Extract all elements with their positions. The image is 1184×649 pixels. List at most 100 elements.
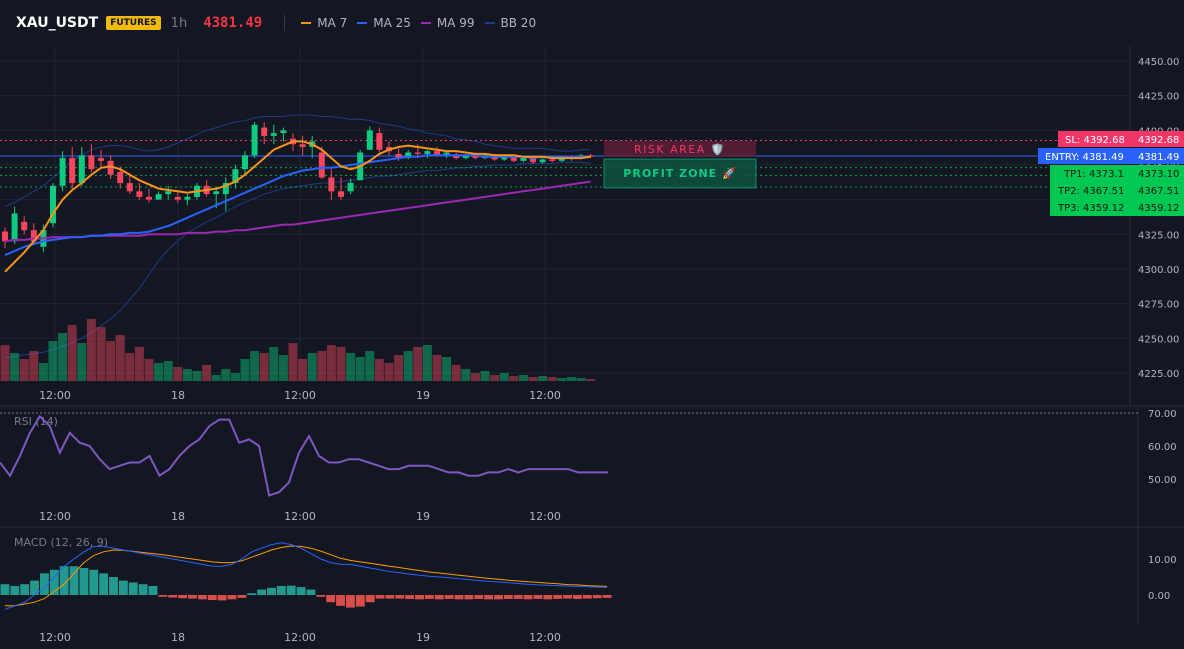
candle-body [30,230,37,242]
candle-body [126,183,133,192]
candle-body [549,159,556,161]
time-tick-label: 12:00 [529,389,561,402]
macd-histogram-bar [59,566,69,595]
ma25-swatch [357,22,368,24]
candle-body [69,158,76,184]
candle-body [107,160,114,175]
macd-histogram-bar [573,595,582,599]
macd-histogram-bar [0,584,10,595]
macd-histogram-bar [454,595,464,600]
macd-histogram-bar [434,595,444,600]
entry-label: ENTRY: 4381.49 [1045,152,1124,163]
time-tick-label: 19 [416,510,430,523]
macd-histogram-bar [306,589,316,595]
volume-bar [259,353,269,381]
level-labels: SL: 4392.68 4392.68 ENTRY: 4381.49 4381.… [1038,131,1184,216]
macd-histogram-bar [118,580,128,595]
legend-ma99[interactable]: MA 99 [420,16,475,30]
legend-bb20[interactable]: BB 20 [484,16,536,30]
candle-body [530,158,536,163]
volume-bar [58,333,68,381]
bb20-swatch [484,22,495,24]
grid-lines [0,46,1184,624]
volume-bar [10,353,20,381]
volume-bar [480,371,490,381]
time-tick-label: 12:00 [284,631,316,644]
macd-histogram-bar [237,595,247,598]
candle-body [558,158,565,161]
volume-bar [230,373,240,381]
macd-histogram-bar [543,595,553,600]
volume-bar [38,363,48,381]
macd-histogram-bar [49,569,59,595]
macd-histogram-bar [405,595,415,599]
macd-histogram-bar [168,595,178,598]
volume-bar [442,357,452,381]
price-tick-label: 4250.00 [1138,334,1179,345]
macd-histogram-bar [247,593,257,595]
bb-lower-line [4,161,591,359]
volume-bar [134,347,144,381]
macd-histogram-bar [138,584,148,595]
macd-histogram-bar [20,584,30,595]
volume-bar [29,351,39,381]
chart-header: XAU_USDT FUTURES 1h 4381.49 MA 7 MA 25 M… [0,0,1184,46]
time-tick-label: 12:00 [529,631,561,644]
bollinger-bands [4,114,591,359]
macd-histogram-bar [563,595,573,599]
macd-line [4,542,608,610]
rsi-tick-label: 50.00 [1148,475,1177,486]
candle-body [299,144,306,147]
macd-histogram-bar [365,595,375,603]
candle-body [155,194,162,200]
time-tick-label: 18 [171,389,185,402]
volume-bar [394,355,404,381]
volume-bar [528,377,538,381]
volume-bar [518,375,528,381]
volume-bar [413,347,423,381]
volume-bar [326,345,336,381]
legend-ma25-label: MA 25 [373,16,411,30]
time-tick-label: 19 [416,631,430,644]
volume-bar [115,335,125,381]
tp1-axis-value: 4373.10 [1138,169,1179,180]
entry-label-box [1038,148,1184,164]
macd-histogram-bar [286,585,296,595]
volume-bar [355,357,365,381]
price-tick-label: 4300.00 [1138,265,1179,276]
tp3-axis-value: 4359.12 [1138,203,1179,214]
symbol-title[interactable]: XAU_USDT [16,15,99,31]
tp1-label: TP1: 4373.1 [1063,169,1124,180]
macd-histogram-bar [444,595,454,599]
candlesticks [2,122,594,253]
volume-bar [403,351,413,381]
time-tick-label: 18 [171,631,185,644]
candle-body [59,158,66,186]
time-tick-label: 12:00 [284,389,316,402]
candle-body [165,191,172,195]
rsi-tick-label: 70.00 [1148,409,1177,420]
volume-bar [422,345,432,381]
volume-bar [240,359,250,381]
macd-histogram-bar [326,595,336,603]
candle-body [2,231,8,242]
candle-body [21,221,28,231]
macd-histogram-bar [188,595,197,599]
legend-ma7[interactable]: MA 7 [301,16,347,30]
legend-ma25[interactable]: MA 25 [357,16,411,30]
candle-body [222,183,229,195]
macd-histogram-bar [336,595,345,606]
candle-body [11,213,18,242]
volume-bar [451,365,461,381]
macd-histogram-bar [345,595,355,608]
macd-histogram-bar [69,566,79,595]
legend-ma99-label: MA 99 [436,16,475,30]
macd-tick-label: 10.00 [1148,555,1177,566]
price-tick-label: 4275.00 [1138,300,1179,311]
bb-upper-line [4,114,591,208]
volume-bar [144,359,154,381]
volume-bar [269,347,279,381]
timeframe-label[interactable]: 1h [170,15,188,31]
volume-bar [307,353,317,381]
